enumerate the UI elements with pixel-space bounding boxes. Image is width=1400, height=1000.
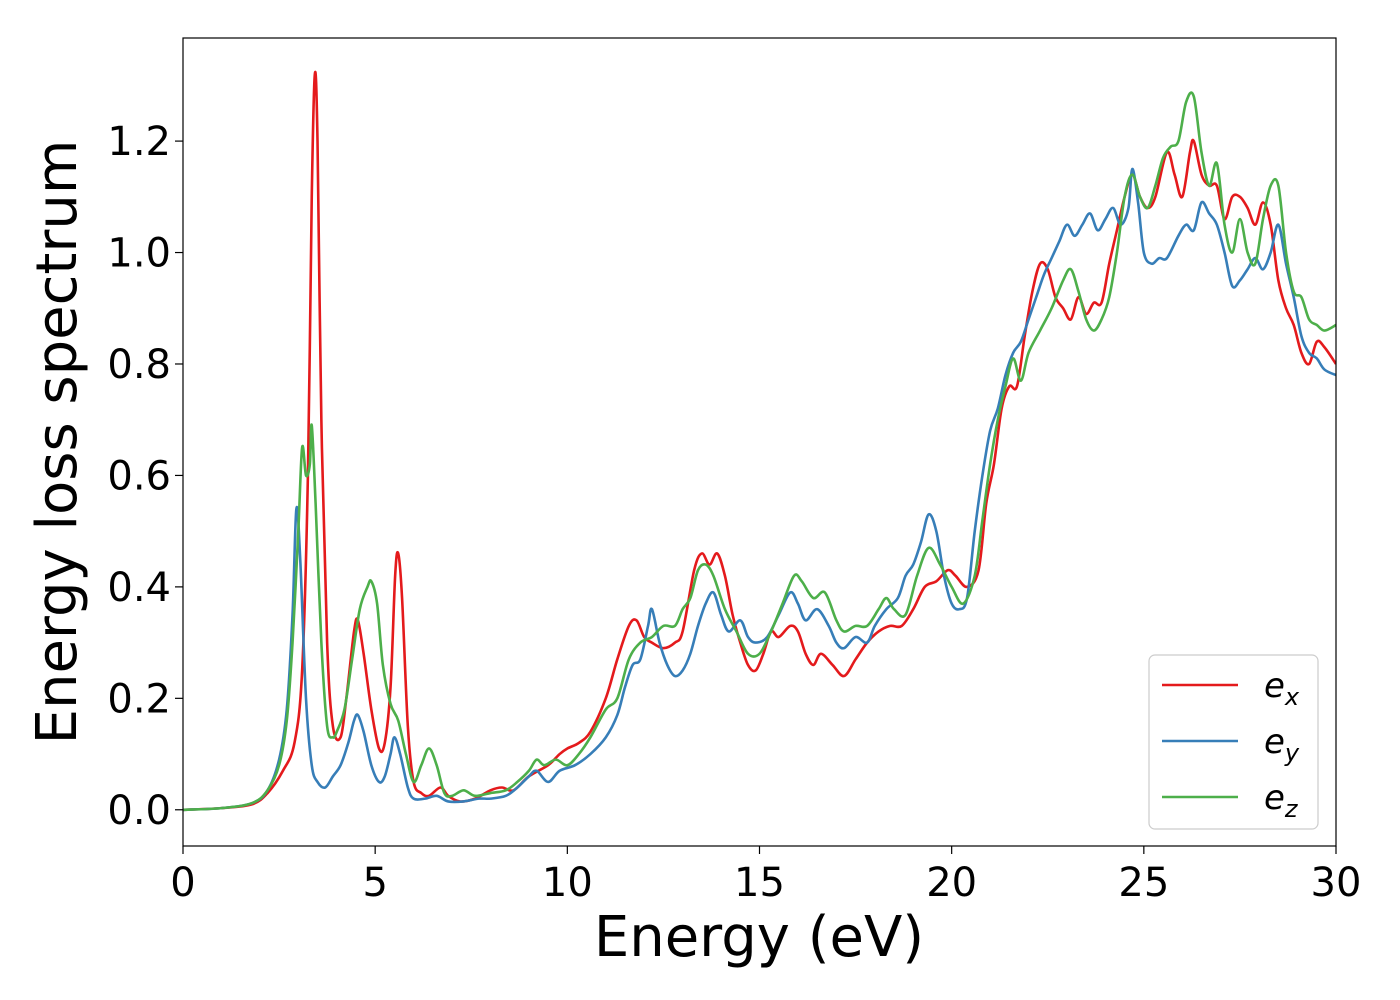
x-axis: 0 5 10 15 20 25 30 [170, 846, 1361, 906]
legend-label-ez: ez [1264, 778, 1299, 823]
y-axis-title: Energy loss spectrum [25, 140, 90, 745]
x-tick-label: 5 [362, 860, 387, 906]
y-tick-label: 1.2 [107, 119, 171, 165]
series-line-ez [183, 91, 1336, 812]
y-tick-label: 0.2 [107, 676, 171, 722]
x-axis-title: Energy (eV) [594, 905, 924, 970]
series-line-ey [183, 167, 1336, 812]
x-tick-label: 30 [1311, 860, 1362, 906]
y-tick-label: 0.0 [107, 788, 171, 834]
x-tick-label: 10 [542, 860, 593, 906]
x-tick-label: 20 [926, 860, 977, 906]
y-tick-label: 1.0 [107, 231, 171, 277]
y-tick-label: 0.8 [107, 342, 171, 388]
legend-label-ex: ex [1264, 666, 1300, 711]
x-tick-label: 0 [170, 860, 195, 906]
x-tick-label: 15 [734, 860, 785, 906]
y-tick-label: 0.6 [107, 453, 171, 499]
x-tick-label: 25 [1118, 860, 1169, 906]
legend: ex ey ez [1148, 654, 1319, 830]
legend-label-ey: ey [1264, 722, 1300, 767]
y-tick-label: 0.4 [107, 565, 171, 611]
series-layer [183, 70, 1336, 812]
y-axis: 0.0 0.2 0.4 0.6 0.8 1.0 1.2 [107, 119, 183, 834]
